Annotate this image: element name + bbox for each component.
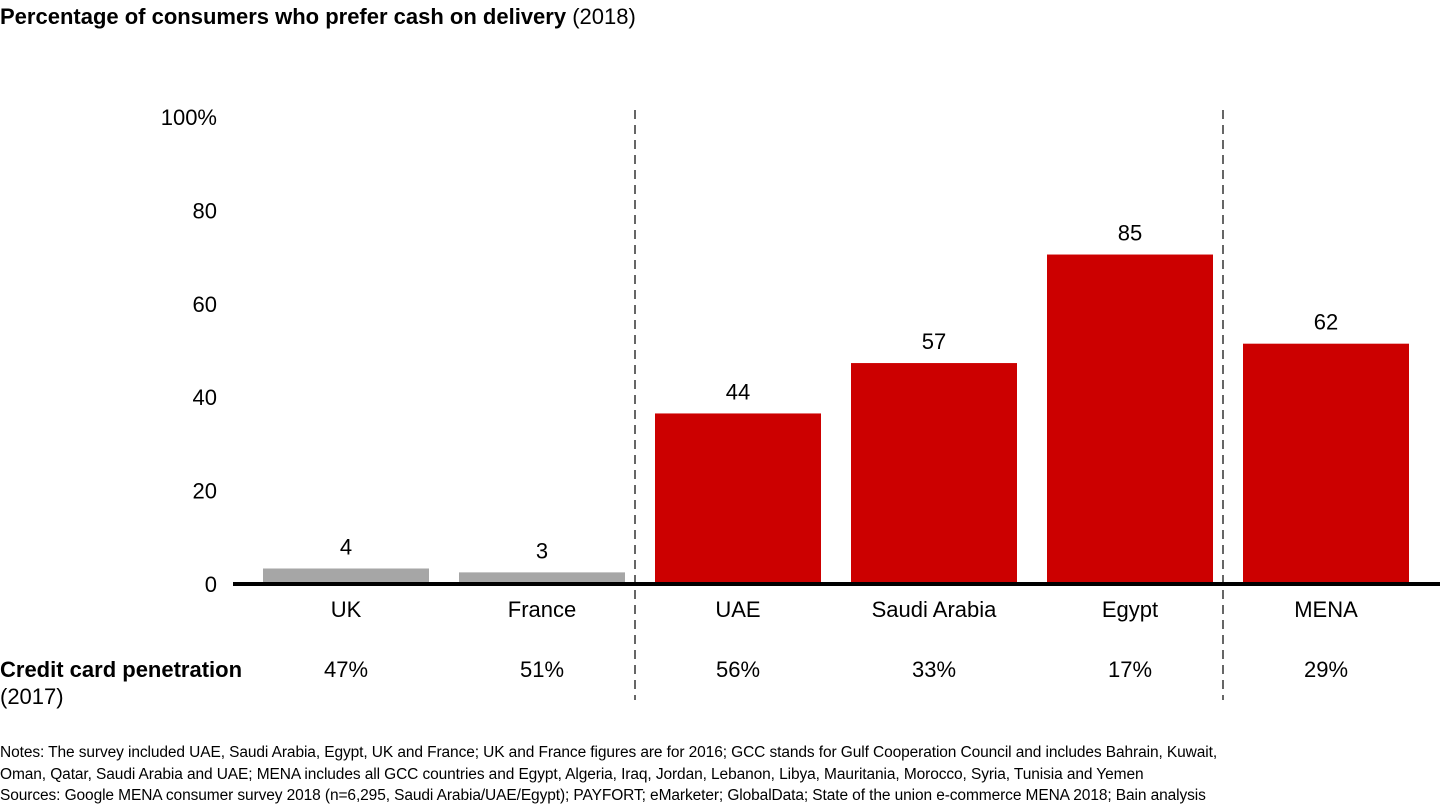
x-tick-label: UK xyxy=(331,597,362,622)
chart-title-main: Percentage of consumers who prefer cash … xyxy=(0,4,567,29)
data-label: 44 xyxy=(726,379,750,404)
x-tick-label: MENA xyxy=(1294,597,1358,622)
y-tick-label: 100% xyxy=(161,105,217,130)
x-tick-label: Egypt xyxy=(1102,597,1158,622)
data-label: 57 xyxy=(922,329,946,354)
y-tick-label: 60 xyxy=(193,292,217,317)
bar-egypt xyxy=(1047,254,1213,584)
data-label: 4 xyxy=(340,534,352,559)
credit-card-value: 56% xyxy=(716,657,760,682)
bar-mena xyxy=(1243,343,1409,584)
data-label: 3 xyxy=(536,538,548,563)
y-tick-label: 0 xyxy=(205,572,217,597)
credit-card-year: (2017) xyxy=(0,684,64,709)
y-tick-label: 40 xyxy=(193,385,217,410)
notes: Notes: The survey included UAE, Saudi Ar… xyxy=(0,742,1217,807)
chart-title: Percentage of consumers who prefer cash … xyxy=(0,4,636,30)
credit-card-label-text: Credit card penetration xyxy=(0,657,243,682)
bar-france xyxy=(459,572,625,584)
data-label: 62 xyxy=(1314,310,1338,335)
credit-card-label: Credit card penetration (2017) xyxy=(0,656,242,710)
credit-card-value: 33% xyxy=(912,657,956,682)
x-tick-label: UAE xyxy=(715,597,760,622)
bar-saudi-arabia xyxy=(851,363,1017,584)
x-tick-label: France xyxy=(508,597,576,622)
chart-title-year: (2018) xyxy=(572,4,636,29)
credit-card-value: 17% xyxy=(1108,657,1152,682)
bar-uk xyxy=(263,568,429,584)
credit-card-value: 51% xyxy=(520,657,564,682)
x-tick-label: Saudi Arabia xyxy=(872,597,998,622)
data-label: 85 xyxy=(1118,221,1142,246)
credit-card-value: 47% xyxy=(324,657,368,682)
bar-uae xyxy=(655,413,821,584)
y-tick-label: 80 xyxy=(193,198,217,223)
notes-line: Notes: The survey included UAE, Saudi Ar… xyxy=(0,744,1218,761)
credit-card-value: 29% xyxy=(1304,657,1348,682)
notes-line: Oman, Qatar, Saudi Arabia and UAE; MENA … xyxy=(0,765,1144,783)
y-tick-label: 20 xyxy=(193,479,217,504)
sources-line: Sources: Google MENA consumer survey 201… xyxy=(0,787,1206,804)
